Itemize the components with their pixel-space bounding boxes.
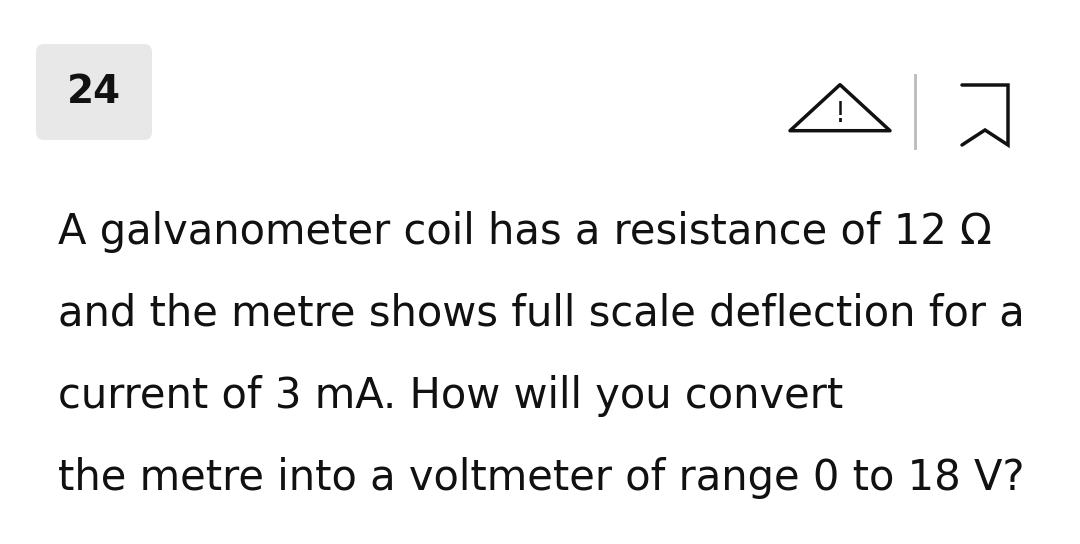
Text: A galvanometer coil has a resistance of 12 Ω: A galvanometer coil has a resistance of … [58, 211, 991, 253]
FancyBboxPatch shape [36, 44, 152, 140]
Text: the metre into a voltmeter of range 0 to 18 V?: the metre into a voltmeter of range 0 to… [58, 457, 1025, 499]
Text: 24: 24 [67, 73, 121, 111]
Text: !: ! [835, 100, 846, 128]
Text: current of 3 mA. How will you convert: current of 3 mA. How will you convert [58, 375, 843, 417]
Text: and the metre shows full scale deflection for a: and the metre shows full scale deflectio… [58, 293, 1025, 335]
